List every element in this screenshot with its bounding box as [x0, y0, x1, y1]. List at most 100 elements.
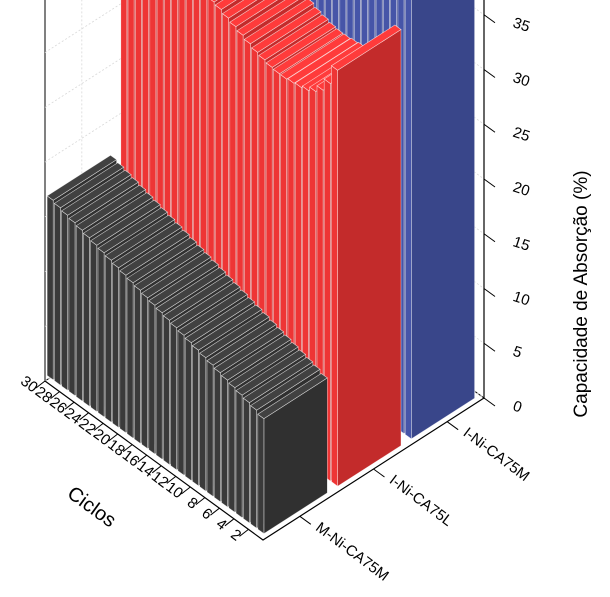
bar-top-face	[97, 207, 168, 254]
bar-front-face	[199, 352, 207, 492]
bar-top-face	[141, 252, 212, 299]
depth-tick	[446, 421, 459, 431]
bar-top-face	[235, 349, 307, 396]
x-tick	[195, 497, 206, 505]
bar-top-face	[111, 222, 183, 269]
bar-top-face	[330, 24, 402, 71]
bar-top-face	[155, 267, 227, 314]
x-axis-title: Ciclos	[63, 482, 120, 532]
bar-top-face	[126, 237, 198, 284]
bar-front-face	[206, 360, 214, 498]
bar-top-face	[162, 274, 234, 321]
z-tick	[483, 397, 496, 407]
bar-front-face	[90, 240, 98, 413]
bar-front-face	[404, 0, 412, 440]
bars	[46, 0, 475, 535]
bar-top-face	[250, 364, 321, 411]
x-tick-label: 2	[227, 526, 244, 545]
bar-front-face	[228, 382, 236, 513]
bar-top-face	[242, 357, 314, 403]
bar-front-face	[155, 307, 163, 460]
x-tick	[108, 433, 118, 442]
bar-side-face	[410, 0, 475, 440]
depth-tick	[373, 468, 385, 478]
bar-top-face	[228, 342, 299, 388]
z-tick	[483, 233, 496, 243]
z-axis-title: Capacidade de Absorção (%)	[571, 170, 592, 417]
x-tick	[137, 454, 148, 463]
bar-top-face	[251, 6, 322, 53]
x-tick-label: 26	[46, 394, 70, 418]
bar-front-face	[141, 292, 148, 450]
bar-front-face	[148, 300, 156, 455]
bar-top-face	[191, 304, 263, 351]
bar-top-face	[148, 259, 219, 306]
x-tick-label: 4	[213, 515, 230, 534]
x-tick-label: 6	[198, 505, 215, 524]
bar-top-face	[272, 28, 344, 75]
bar-front-face	[75, 225, 83, 402]
x-tick	[79, 412, 89, 421]
x-tick	[35, 380, 46, 389]
bar-front-face	[104, 255, 112, 423]
z-tick-label: 25	[511, 124, 532, 145]
bar-top-face	[133, 244, 205, 291]
x-tick-label: 10	[163, 479, 187, 503]
bar-top-face	[221, 0, 258, 19]
x-tick	[239, 529, 249, 537]
bar-front-face	[221, 375, 228, 508]
bar	[257, 373, 328, 535]
bar-front-face	[177, 330, 185, 476]
x-tick-label: 18	[104, 436, 128, 460]
x-tick-label: 8	[184, 494, 201, 513]
bar-top-face	[236, 0, 299, 36]
bar	[330, 24, 402, 487]
bar-top-face	[243, 0, 315, 45]
bar-top-face	[257, 373, 328, 419]
bar-front-face	[119, 270, 127, 434]
bar-front-face	[54, 202, 61, 386]
bar-front-face	[192, 345, 199, 487]
bar-front-face	[112, 262, 119, 429]
x-tick	[64, 401, 75, 410]
z-tick-label: 15	[511, 233, 532, 254]
z-tick-label: 30	[511, 69, 532, 90]
x-tick	[93, 423, 104, 431]
depth-tick	[299, 515, 312, 525]
z-tick	[483, 14, 496, 24]
series-label: M-Ni-CA75M	[312, 519, 391, 585]
x-tick-label: 22	[75, 415, 99, 439]
x-tick-label: 12	[148, 468, 172, 492]
bar-top-face	[287, 37, 358, 84]
bar-top-face	[213, 327, 285, 373]
bar-top-face	[177, 289, 248, 336]
bar-top-face	[46, 154, 118, 201]
x-tick	[166, 476, 177, 484]
z-tick	[483, 342, 496, 352]
bar-front-face	[235, 390, 243, 519]
tick-marks	[35, 14, 496, 537]
bar-front-face	[257, 413, 265, 535]
bar-front-face	[213, 367, 221, 503]
z-tick-label: 5	[511, 343, 524, 362]
series-label: I-Ni-CA75M	[460, 424, 533, 485]
bar-top-face	[61, 169, 132, 216]
bar-top-face	[104, 214, 176, 261]
bar	[404, 0, 475, 440]
bar-top-face	[220, 334, 292, 381]
bar-front-face	[68, 217, 76, 397]
bar-top-face	[119, 229, 190, 276]
bar-front-face	[184, 337, 192, 482]
z-tick	[483, 69, 496, 78]
z-tick	[483, 288, 496, 297]
bar-top-face	[258, 14, 329, 61]
bar-top-face	[206, 319, 277, 366]
x-tick	[224, 518, 235, 527]
bar-top-face	[210, 0, 218, 3]
bar-top-face	[184, 297, 256, 343]
bar-top-face	[170, 282, 241, 329]
bar-front-face	[134, 285, 141, 445]
bar-front-face	[46, 195, 54, 381]
